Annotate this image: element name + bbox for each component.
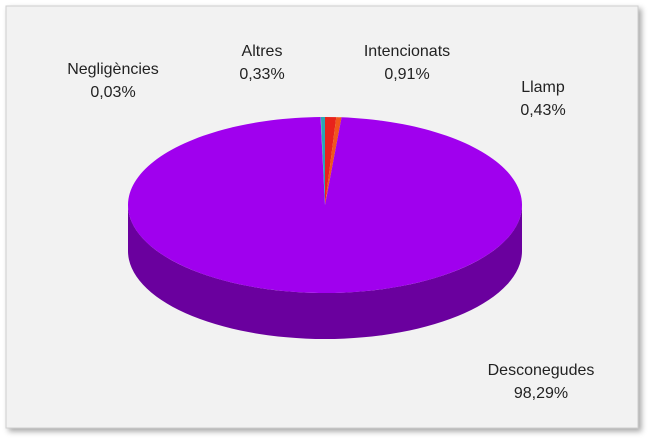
- slice: [127, 117, 522, 293]
- slice-side: [128, 205, 522, 339]
- slice-label-name: Negligències: [67, 61, 159, 78]
- slice-label-name: Altres: [242, 43, 283, 60]
- slice-label-value: 0,91%: [384, 66, 429, 83]
- slice: [320, 117, 325, 205]
- slice: [325, 117, 337, 205]
- slice-label-name: Desconegudes: [488, 362, 595, 379]
- pie-tops: [127, 117, 522, 293]
- slice: [320, 117, 325, 205]
- pie-sides: [128, 205, 522, 339]
- slice-label-value: 0,43%: [520, 102, 565, 119]
- slice-label-value: 0,03%: [90, 84, 135, 101]
- slice-label-name: Intencionats: [364, 43, 450, 60]
- slice: [325, 117, 342, 205]
- labels: Intencionats 0,91% Llamp 0,43% Desconegudes 9…: [67, 43, 594, 402]
- slice-label-name: Llamp: [521, 79, 565, 96]
- slice-label-value: 0,33%: [239, 66, 284, 83]
- slice-label-value: 98,29%: [514, 385, 568, 402]
